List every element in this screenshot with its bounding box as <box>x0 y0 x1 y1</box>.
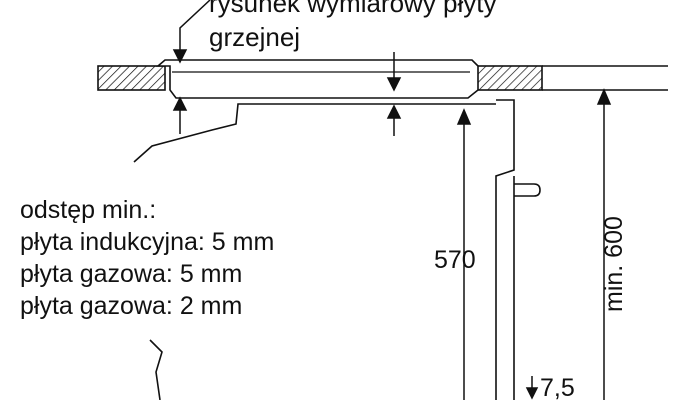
oven-body <box>133 99 541 400</box>
dim-570-arrowhead <box>456 108 472 125</box>
oven-handle <box>514 183 541 197</box>
hob-drawing-label-line2: grzejnej <box>209 22 300 52</box>
gap-arrow-left-head <box>172 96 188 111</box>
worktop-left-section <box>97 65 166 91</box>
oven-side-break <box>149 339 163 400</box>
gap-induction: płyta indukcyjna: 5 mm <box>20 228 274 256</box>
gap-gas-2: płyta gazowa: 2 mm <box>20 292 242 320</box>
dim-75-label: 7,5 <box>540 374 575 400</box>
oven-front-panel <box>495 99 515 400</box>
worktop <box>97 65 668 91</box>
dim-600-label: min. 600 <box>600 216 628 312</box>
gap-gas-1: płyta gazowa: 5 mm <box>20 260 242 288</box>
worktop-right-section <box>469 65 543 91</box>
dim-600-arrowhead <box>596 88 612 105</box>
hob <box>155 59 479 99</box>
center-arrow-down-head <box>386 77 402 92</box>
gap-title: odstęp min.: <box>20 196 156 224</box>
dim-570-label: 570 <box>434 246 476 274</box>
callout-arrowhead <box>172 49 188 64</box>
hob-drawing-label-line1: rysunek wymiarowy płyty <box>209 0 497 18</box>
hob-outline <box>155 59 479 99</box>
dim-75-arrowhead <box>525 387 539 400</box>
callout-leader <box>179 0 211 58</box>
center-arrow-up-head <box>386 104 402 119</box>
text-labels: rysunek wymiarowy płyty grzejnej odstęp … <box>20 0 628 400</box>
oven-top-profile <box>133 103 496 163</box>
dimension-lines <box>172 0 612 400</box>
